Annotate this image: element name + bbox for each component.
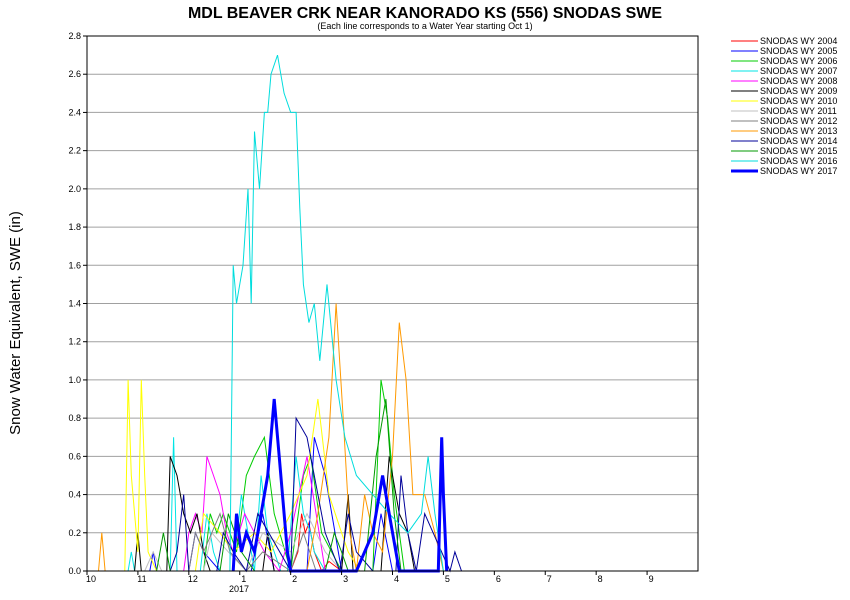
x-tick-label: 3 xyxy=(343,574,348,584)
y-axis: 0.0 0.2 0.4 0.6 0.8 1.0 1.2 1.4 1.6 1.8 2.0 2.2 2.4 2… xyxy=(68,31,87,576)
x-axis: 10 11 12 1 2 3 4 5 6 7 8 9 xyxy=(86,571,654,584)
chart-title: MDL BEAVER CRK NEAR KANORADO KS (556) SN… xyxy=(188,5,662,22)
x-tick-label: 10 xyxy=(86,574,96,584)
legend-label: SNODAS WY 2013 xyxy=(760,126,837,136)
y-tick-label: 2.6 xyxy=(68,69,81,79)
y-tick-label: 1.0 xyxy=(68,375,81,385)
series-line-7 xyxy=(124,379,361,572)
legend-label: SNODAS WY 2011 xyxy=(760,106,837,116)
legend-label: SNODAS WY 2016 xyxy=(760,156,837,166)
series-line-11 xyxy=(169,416,462,573)
x-tick-label: 12 xyxy=(188,574,198,584)
y-tick-label: 2.4 xyxy=(68,107,81,117)
series-line-4 xyxy=(127,437,342,572)
legend-label: SNODAS WY 2005 xyxy=(760,46,837,56)
series-lines xyxy=(98,54,462,573)
y-tick-label: 0.2 xyxy=(68,528,81,538)
y-tick-label: 1.8 xyxy=(68,222,81,232)
legend-label: SNODAS WY 2006 xyxy=(760,56,837,66)
series-line-8 xyxy=(144,512,342,572)
y-tick-label: 2.0 xyxy=(68,184,81,194)
legend-label: SNODAS WY 2010 xyxy=(760,96,837,106)
legend-label: SNODAS WY 2008 xyxy=(760,76,837,86)
y-tick-label: 1.4 xyxy=(68,299,81,309)
x-tick-label: 5 xyxy=(445,574,450,584)
y-tick-label: 0.6 xyxy=(68,451,81,461)
legend-label: SNODAS WY 2012 xyxy=(760,116,837,126)
y-tick-label: 2.2 xyxy=(68,146,81,156)
x-tick-label: 8 xyxy=(598,574,603,584)
legend-label: SNODAS WY 2004 xyxy=(760,36,837,46)
y-tick-label: 0.8 xyxy=(68,413,81,423)
x-tick-label: 2 xyxy=(292,574,297,584)
y-tick-label: 1.2 xyxy=(68,337,81,347)
y-axis-label: Snow Water Equivalent, SWE (in) xyxy=(7,211,24,435)
x-tick-label: 7 xyxy=(547,574,552,584)
x-tick-label: 6 xyxy=(496,574,501,584)
legend-label: SNODAS WY 2007 xyxy=(760,66,837,76)
chart-subtitle: (Each line corresponds to a Water Year s… xyxy=(317,21,532,31)
x-tick-label: 9 xyxy=(649,574,654,584)
legend-label: SNODAS WY 2015 xyxy=(760,146,837,156)
x-year-label: 2017 xyxy=(229,584,249,594)
x-tick-label: 4 xyxy=(394,574,399,584)
x-tick-label: 11 xyxy=(137,574,146,584)
gridlines xyxy=(87,73,698,534)
legend-label: SNODAS WY 2014 xyxy=(760,136,837,146)
y-tick-label: 0.0 xyxy=(68,566,81,576)
legend-label: SNODAS WY 2017 xyxy=(760,166,837,176)
x-tick-label: 1 xyxy=(241,574,246,584)
y-tick-label: 0.4 xyxy=(68,490,81,500)
y-tick-label: 1.6 xyxy=(68,260,81,270)
legend-label: SNODAS WY 2009 xyxy=(760,86,837,96)
y-tick-label: 2.8 xyxy=(68,31,81,41)
series-line-10 xyxy=(98,303,444,572)
